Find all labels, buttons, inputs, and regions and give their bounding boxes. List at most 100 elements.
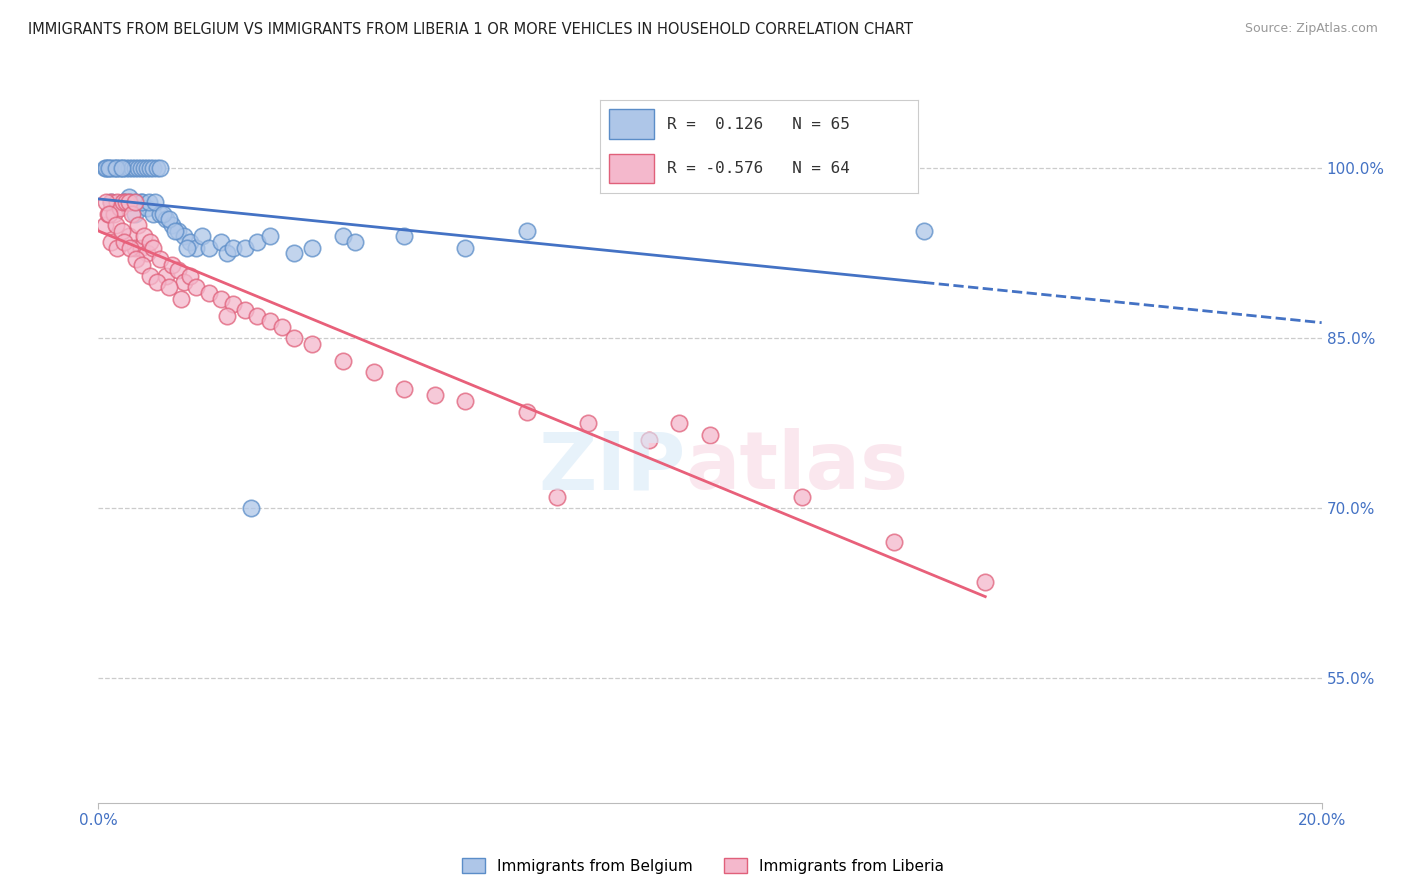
Point [127, 218, 149, 232]
Point [115, 161, 138, 176]
Point [283, 331, 305, 345]
Point [112, 235, 135, 249]
Point [160, 218, 183, 232]
Point [149, 207, 172, 221]
Point [215, 309, 238, 323]
Point [111, 161, 134, 176]
Point [100, 235, 122, 249]
Point [392, 383, 416, 397]
Point [912, 224, 935, 238]
Point [143, 195, 166, 210]
Point [668, 156, 690, 170]
Point [516, 405, 538, 419]
Point [98, 207, 121, 221]
Point [136, 246, 159, 260]
Point [883, 535, 905, 549]
Point [120, 195, 142, 210]
Point [344, 235, 367, 249]
Text: Source: ZipAtlas.com: Source: ZipAtlas.com [1244, 22, 1378, 36]
Point [233, 303, 256, 318]
Point [332, 354, 354, 368]
Point [197, 241, 219, 255]
Text: R = -0.576   N = 64: R = -0.576 N = 64 [666, 161, 849, 176]
Point [105, 241, 128, 255]
Point [209, 235, 232, 249]
Point [638, 434, 661, 448]
Point [129, 161, 152, 176]
Legend: Immigrants from Belgium, Immigrants from Liberia: Immigrants from Belgium, Immigrants from… [456, 852, 950, 880]
Point [136, 201, 159, 215]
Text: atlas: atlas [686, 428, 908, 507]
Point [139, 161, 162, 176]
Point [699, 427, 721, 442]
Point [516, 224, 538, 238]
Point [191, 229, 214, 244]
Point [186, 241, 208, 255]
Point [240, 501, 263, 516]
Point [129, 241, 152, 255]
Point [173, 275, 195, 289]
Point [124, 207, 146, 221]
Point [129, 195, 152, 210]
Text: R =  0.126   N = 65: R = 0.126 N = 65 [666, 117, 849, 131]
Point [139, 269, 162, 284]
Point [105, 195, 128, 210]
Point [145, 161, 167, 176]
Point [100, 161, 122, 176]
Bar [609, 109, 654, 139]
Point [100, 195, 122, 210]
Point [100, 195, 122, 210]
Point [167, 224, 190, 238]
Point [139, 235, 162, 249]
Point [111, 161, 134, 176]
Point [111, 224, 134, 238]
Point [131, 195, 153, 210]
Point [124, 241, 146, 255]
Point [259, 229, 281, 244]
Point [105, 161, 128, 176]
Point [363, 365, 385, 379]
Point [179, 235, 201, 249]
Point [97, 161, 120, 176]
Point [134, 229, 156, 244]
Point [142, 241, 165, 255]
Point [246, 309, 269, 323]
Point [790, 490, 813, 504]
Point [149, 252, 172, 266]
Point [974, 574, 997, 589]
Point [124, 195, 146, 210]
Point [215, 246, 238, 260]
Point [283, 246, 305, 260]
Point [104, 161, 127, 176]
Point [103, 207, 125, 221]
Point [118, 161, 141, 176]
Text: ZIP: ZIP [538, 428, 686, 507]
Point [170, 292, 193, 306]
Point [118, 195, 141, 210]
Point [233, 241, 256, 255]
Point [94, 161, 117, 176]
Point [142, 207, 165, 221]
Point [120, 241, 142, 255]
Point [155, 212, 177, 227]
Bar [609, 153, 654, 184]
Point [111, 195, 134, 210]
Point [186, 280, 208, 294]
Point [118, 229, 141, 244]
Point [332, 229, 354, 244]
Text: IMMIGRANTS FROM BELGIUM VS IMMIGRANTS FROM LIBERIA 1 OR MORE VEHICLES IN HOUSEHO: IMMIGRANTS FROM BELGIUM VS IMMIGRANTS FR… [28, 22, 912, 37]
Point [423, 388, 446, 402]
Point [125, 252, 148, 266]
Point [209, 292, 232, 306]
Point [301, 241, 323, 255]
Point [93, 218, 115, 232]
Point [111, 195, 134, 210]
Point [246, 235, 269, 249]
Point [104, 218, 127, 232]
Point [157, 212, 180, 227]
Point [145, 275, 167, 289]
Point [125, 195, 148, 210]
Point [301, 337, 323, 351]
Point [108, 161, 131, 176]
Point [546, 490, 568, 504]
